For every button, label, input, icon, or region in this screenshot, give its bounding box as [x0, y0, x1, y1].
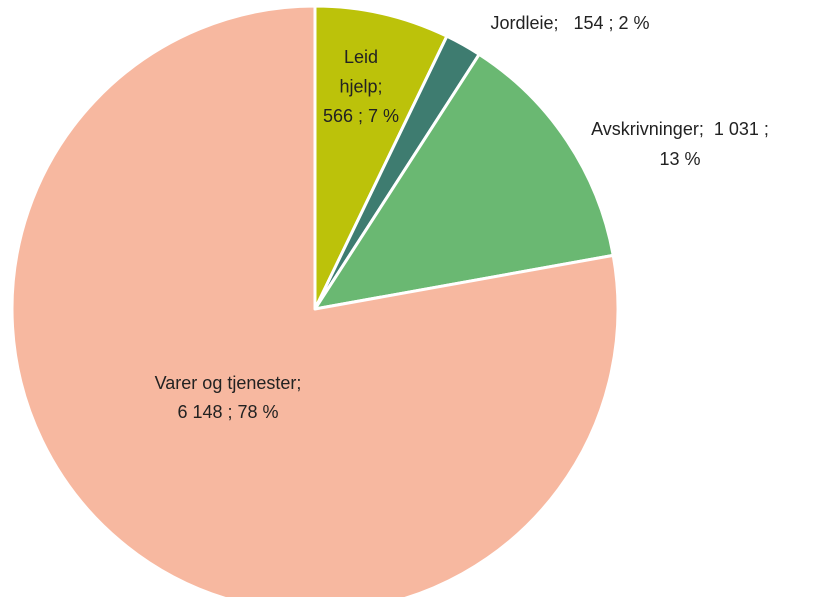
data-label-line: Leid: [344, 47, 378, 67]
data-label-line: hjelp;: [339, 76, 382, 96]
pie-slice: [10, 4, 620, 597]
data-label-line: 566 ; 7 %: [323, 106, 399, 126]
data-label: Varer og tjenester; 6 148 ; 78 %: [155, 373, 302, 422]
data-label-line: Avskrivninger; 1 031 ;: [591, 119, 769, 139]
data-label-line: 6 148 ; 78 %: [177, 402, 278, 422]
data-label-line: 13 %: [659, 149, 700, 169]
data-label: Leid hjelp; 566 ; 7 %: [323, 47, 399, 126]
data-label: Jordleie; 154 ; 2 %: [490, 13, 649, 33]
data-label: Avskrivninger; 1 031 ; 13 %: [591, 119, 769, 169]
data-label-line: Jordleie; 154 ; 2 %: [490, 13, 649, 33]
pie-slice: [313, 4, 449, 311]
data-label-line: Varer og tjenester;: [155, 373, 302, 393]
pie-slice: [313, 52, 615, 311]
